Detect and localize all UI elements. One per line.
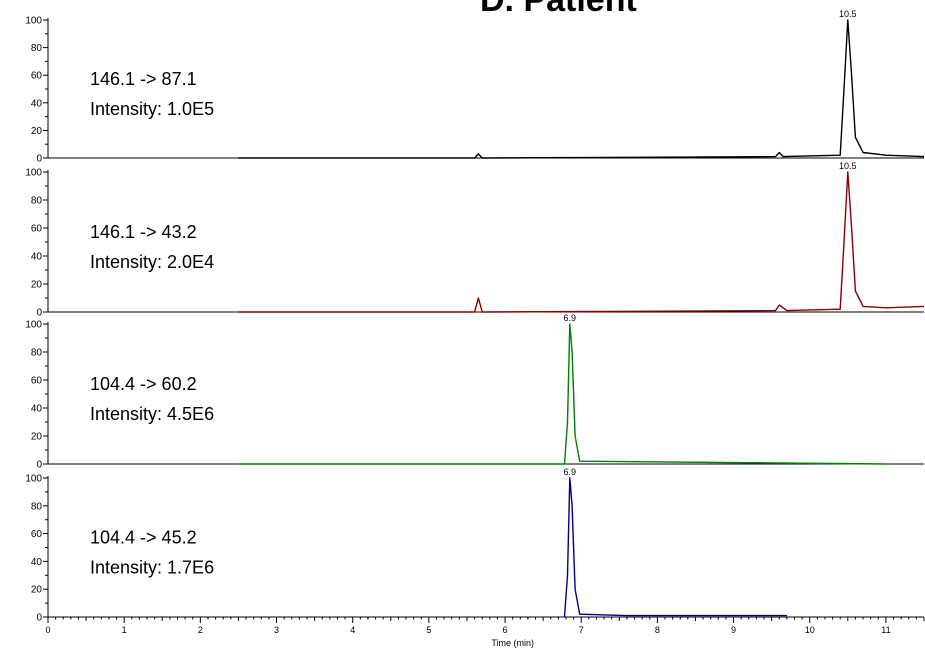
chromatogram-trace [238, 323, 886, 465]
peak-label: 6.9 [564, 467, 577, 477]
y-tick-label: 80 [31, 348, 43, 359]
x-tick-label: 11 [881, 625, 890, 635]
y-tick-label: 100 [25, 320, 42, 331]
y-tick-label: 40 [31, 252, 43, 263]
y-tick-label: 80 [31, 43, 43, 54]
x-tick-label: 5 [426, 625, 431, 635]
page-title: D. Patient [480, 0, 637, 19]
y-tick-label: 80 [31, 501, 43, 512]
peak-label: 10.5 [839, 161, 857, 171]
x-tick-label: 2 [198, 625, 203, 635]
chromatogram-panel: 0 20 40 60 80 100 6.9 104.4 -> 60.2 Intensity: 4… [25, 313, 924, 471]
x-tick-label: 9 [731, 625, 736, 635]
chromatogram-trace [238, 171, 925, 313]
y-tick-label: 0 [36, 308, 42, 319]
x-tick-label: 3 [274, 625, 279, 635]
chromatogram-panel: 0 20 40 60 80 100 10.5 146.1 -> 87.1 Intensity: … [25, 9, 925, 165]
chromatogram-trace [563, 477, 787, 618]
x-axis: 0 1 2 3 4 5 6 7 8 9 10 11 Time (min) [45, 617, 925, 648]
x-axis-label: Time (min) [491, 638, 534, 648]
x-tick-label: 1 [122, 625, 127, 635]
x-tick-label: 8 [655, 625, 660, 635]
y-tick-label: 100 [25, 474, 42, 485]
y-tick-label: 40 [31, 98, 43, 109]
y-tick-label: 0 [36, 460, 42, 471]
intensity-label: Intensity: 1.7E6 [90, 558, 214, 578]
y-tick-label: 100 [25, 168, 42, 179]
chromatogram-trace [238, 19, 925, 159]
y-tick-label: 0 [36, 154, 42, 165]
intensity-label: Intensity: 2.0E4 [90, 252, 214, 272]
y-tick-label: 0 [36, 613, 42, 624]
y-tick-label: 60 [31, 71, 43, 82]
y-tick-label: 20 [31, 126, 43, 137]
y-tick-label: 40 [31, 404, 43, 415]
chromatogram-panel: 0 20 40 60 80 100 6.9 104.4 -> 45.2 Intensity: 1… [25, 467, 924, 624]
x-tick-label: 4 [350, 625, 355, 635]
y-tick-label: 20 [31, 432, 43, 443]
y-tick-label: 20 [31, 585, 43, 596]
y-tick-label: 40 [31, 557, 43, 568]
y-tick-label: 20 [31, 280, 43, 291]
y-tick-label: 60 [31, 376, 43, 387]
x-tick-label: 0 [45, 625, 50, 635]
x-tick-label: 7 [579, 625, 584, 635]
y-tick-label: 60 [31, 224, 43, 235]
y-tick-label: 100 [25, 16, 42, 27]
y-tick-label: 60 [31, 529, 43, 540]
x-tick-label: 10 [805, 625, 815, 635]
chromatogram-panel: 0 20 40 60 80 100 10.5 146.1 -> 43.2 Intensity: … [25, 161, 925, 319]
peak-label: 6.9 [564, 313, 577, 323]
peak-label: 10.5 [839, 9, 857, 19]
intensity-label: Intensity: 4.5E6 [90, 404, 214, 424]
transition-label: 104.4 -> 45.2 [90, 528, 197, 548]
transition-label: 146.1 -> 87.1 [90, 69, 197, 89]
transition-label: 104.4 -> 60.2 [90, 374, 197, 394]
intensity-label: Intensity: 1.0E5 [90, 99, 214, 119]
transition-label: 146.1 -> 43.2 [90, 222, 197, 242]
x-tick-label: 6 [503, 625, 508, 635]
y-tick-label: 80 [31, 196, 43, 207]
